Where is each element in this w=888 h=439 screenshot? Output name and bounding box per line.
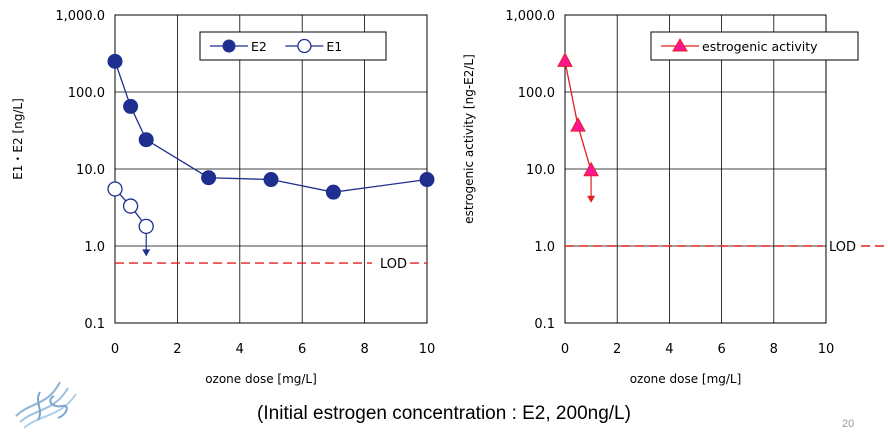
y-axis-label: estrogenic activity [ng-E2/L] [462,54,476,224]
x-tick-label: 6 [298,342,306,357]
below-lod-arrowhead [587,195,596,203]
data-point-e2 [201,170,217,186]
slide-number: 20 [842,418,855,430]
y-tick-label: 10.0 [526,163,555,178]
y-tick-label: 1.0 [534,240,555,255]
x-tick-label: 4 [236,342,244,357]
below-lod-arrowhead [142,249,151,257]
js-logo-icon [10,372,90,437]
legend-label: E1 [326,39,342,54]
data-point-e2 [123,98,139,114]
x-tick-label: 2 [613,342,621,357]
series-line-estrogenic-activity [564,61,592,171]
data-point-e1 [122,198,139,214]
x-tick-label: 8 [770,342,778,357]
figure-caption: (Initial estrogen concentration : E2, 20… [257,403,631,424]
lod-label: LOD [380,257,407,272]
data-point-e2 [263,172,279,188]
legend-marker [297,38,312,54]
y-tick-label: 0.1 [534,317,555,332]
chart-right-estrogenic-activity: LOD 0.1 1.0 10.0 100.0 1,000.0 0 2 4 6 8 10 ozone do… [462,9,888,386]
chart-left-e1-e2: LOD 0.1 1.0 10.0 100.0 1,000.0 0 2 4 6 8 10 ozone do… [11,9,435,386]
data-point-e2 [138,132,154,148]
y-tick-label: 10.0 [76,163,105,178]
y-tick-label: 100.0 [518,86,555,101]
x-tick-label: 6 [717,342,725,357]
data-point-e2 [325,184,341,200]
x-tick-label: 10 [419,342,436,357]
legend-marker [672,38,688,52]
x-tick-label: 2 [173,342,181,357]
data-point-estrogenic-activity [570,117,586,132]
lod-label: LOD [829,240,856,255]
y-axis-label: E1・E2 [ng/L] [11,98,25,180]
legend: estrogenic activity [650,31,859,61]
x-axis-label: ozone dose [mg/L] [205,372,317,386]
y-tick-label: 100.0 [68,86,105,101]
x-tick-label: 0 [561,342,569,357]
legend: E2 E1 [199,31,387,61]
y-tick-label: 1.0 [84,240,105,255]
data-point-e2 [419,172,435,188]
data-point-e1 [138,218,154,234]
legend-marker [222,39,236,53]
y-tick-label: 1,000.0 [505,9,555,24]
x-tick-label: 4 [665,342,673,357]
x-axis-label: ozone dose [mg/L] [630,372,742,386]
legend-label: E2 [251,39,267,54]
plot-frame [114,14,428,324]
y-tick-label: 0.1 [84,317,105,332]
legend-label: estrogenic activity [702,39,818,54]
y-tick-label: 1,000.0 [55,9,105,24]
data-point-estrogenic-activity [583,161,599,177]
x-tick-label: 0 [111,342,119,357]
data-point-e1 [107,181,123,197]
x-tick-label: 8 [360,342,368,357]
x-tick-label: 10 [818,342,835,357]
data-point-estrogenic-activity [557,52,573,67]
plot-frame [564,14,827,324]
data-point-e2 [107,53,123,69]
